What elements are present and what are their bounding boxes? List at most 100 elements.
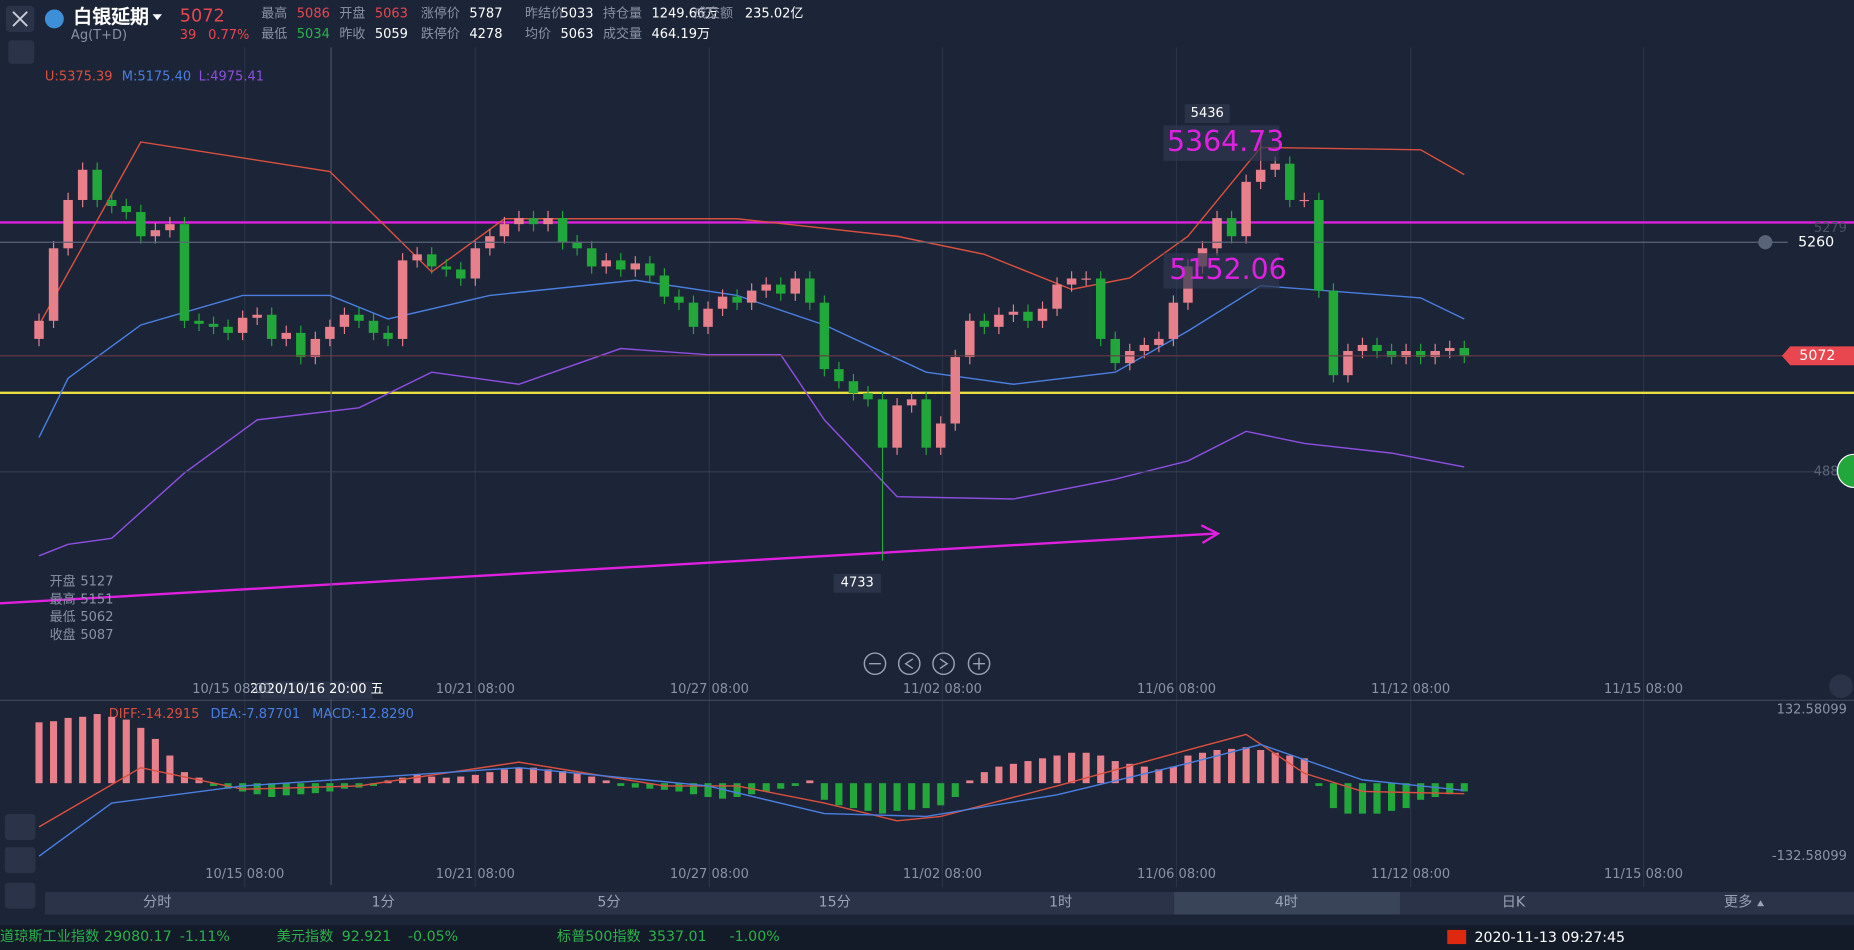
macd-bar bbox=[878, 783, 887, 814]
candle-body bbox=[1386, 351, 1397, 358]
candle-body bbox=[1372, 344, 1382, 352]
macd-bar bbox=[108, 716, 116, 784]
candle-body bbox=[746, 290, 757, 303]
candle-body bbox=[252, 314, 262, 318]
macd-bar bbox=[79, 716, 87, 784]
candle-body bbox=[1357, 344, 1368, 352]
macd-bar bbox=[1228, 748, 1236, 784]
nav-buttons[interactable] bbox=[863, 652, 991, 676]
candle-body bbox=[194, 320, 204, 324]
candle-body bbox=[1168, 302, 1179, 339]
side-tool[interactable] bbox=[4, 847, 36, 874]
macd-bar bbox=[1388, 783, 1396, 811]
macd-bar bbox=[1155, 769, 1163, 784]
candle-body bbox=[150, 230, 161, 237]
time-label: 10/27 08:00 bbox=[670, 682, 749, 697]
macd-bar bbox=[1198, 752, 1207, 784]
level-label: 5152.06 bbox=[1169, 253, 1286, 286]
tab[interactable]: 日K bbox=[1502, 895, 1526, 911]
ohlc-label: 最高 bbox=[50, 591, 76, 607]
macd-bar bbox=[137, 727, 145, 784]
macd-bar bbox=[1024, 761, 1032, 784]
candle-body bbox=[528, 218, 539, 225]
ohlc-value: 5127 bbox=[80, 575, 113, 590]
macd-bar bbox=[1184, 755, 1192, 784]
field-label: 最高 bbox=[261, 6, 287, 22]
candle-body bbox=[325, 326, 335, 339]
price-tag-bg bbox=[1781, 346, 1854, 366]
candle-body bbox=[1314, 199, 1324, 291]
macd-bar bbox=[1460, 783, 1468, 792]
candle-body bbox=[281, 332, 291, 339]
macd-bar bbox=[573, 773, 581, 784]
dea-label: DEA:-7.87701 bbox=[210, 707, 300, 722]
field-label: 持仓量 bbox=[603, 7, 642, 22]
macd-scale-bottom: -132.58099 bbox=[1772, 849, 1847, 864]
macd-bar bbox=[980, 772, 988, 784]
candle-body bbox=[397, 260, 408, 339]
band-lower-label: L:4975.41 bbox=[199, 69, 264, 84]
candle-body bbox=[1299, 199, 1310, 202]
candle-body bbox=[645, 263, 655, 276]
macd-bar bbox=[282, 783, 290, 796]
price-tag-bg bbox=[1787, 232, 1854, 252]
side-tool[interactable] bbox=[4, 813, 36, 840]
macd-bar bbox=[50, 721, 58, 784]
candle-body bbox=[1125, 351, 1135, 364]
macd-bar bbox=[1068, 752, 1076, 784]
macd-bar bbox=[1213, 749, 1221, 784]
dropdown-arrow[interactable] bbox=[152, 14, 162, 21]
candle-body bbox=[441, 266, 451, 270]
indicator-dot[interactable] bbox=[1836, 453, 1854, 489]
macd-bar bbox=[1257, 749, 1265, 784]
candle-body bbox=[208, 323, 219, 327]
macd-bar bbox=[908, 783, 916, 810]
tab[interactable]: 更多 bbox=[1724, 894, 1752, 911]
candle-body bbox=[1037, 308, 1048, 321]
tab-arrow bbox=[1757, 900, 1765, 907]
candle-body bbox=[776, 284, 786, 294]
macd-bar bbox=[1402, 783, 1410, 809]
tool-button[interactable] bbox=[8, 40, 35, 64]
tab[interactable]: 15分 bbox=[819, 895, 851, 911]
candle-body bbox=[92, 169, 102, 200]
candle-body bbox=[921, 399, 931, 448]
candle-body bbox=[499, 224, 510, 237]
ohlc-label: 收盘 bbox=[50, 627, 76, 643]
macd-bar bbox=[239, 783, 247, 792]
vs-button[interactable] bbox=[1829, 674, 1853, 699]
candle-body bbox=[819, 302, 830, 370]
macd-bar bbox=[704, 783, 712, 798]
candle-body bbox=[165, 224, 175, 231]
tab[interactable]: 1分 bbox=[371, 895, 394, 911]
change: 39 bbox=[180, 28, 197, 43]
time-label: 10/27 08:00 bbox=[670, 867, 749, 882]
macd-bar bbox=[995, 766, 1003, 784]
candle-body bbox=[877, 399, 888, 448]
tab[interactable]: 分时 bbox=[143, 895, 171, 911]
time-label: 10/21 08:00 bbox=[436, 867, 515, 882]
tab[interactable]: 5分 bbox=[597, 895, 620, 911]
ticker-value: 3537.01 bbox=[648, 929, 707, 945]
close-icon bbox=[12, 11, 28, 27]
time-label: 11/15 08:00 bbox=[1604, 867, 1683, 882]
macd-bar bbox=[529, 767, 538, 784]
field-value: 235.02亿 bbox=[745, 7, 803, 22]
side-tool[interactable] bbox=[4, 882, 36, 909]
candle-body bbox=[121, 206, 132, 213]
field-value: 5086 bbox=[297, 7, 330, 22]
tab[interactable]: 4时 bbox=[1275, 895, 1298, 911]
macd-bar bbox=[762, 783, 770, 792]
macd-line bbox=[38, 743, 1465, 857]
candle-body bbox=[1401, 351, 1411, 358]
candle-body bbox=[1139, 344, 1150, 352]
marker-box bbox=[833, 573, 881, 593]
label-bg bbox=[1163, 253, 1280, 289]
ticker-change: -1.11% bbox=[180, 929, 230, 945]
candle-body bbox=[383, 332, 393, 339]
macd-scale-top: 132.58099 bbox=[1777, 702, 1847, 717]
tab[interactable]: 1时 bbox=[1049, 895, 1072, 911]
macd-bar bbox=[311, 783, 319, 794]
candle-body bbox=[339, 314, 350, 327]
